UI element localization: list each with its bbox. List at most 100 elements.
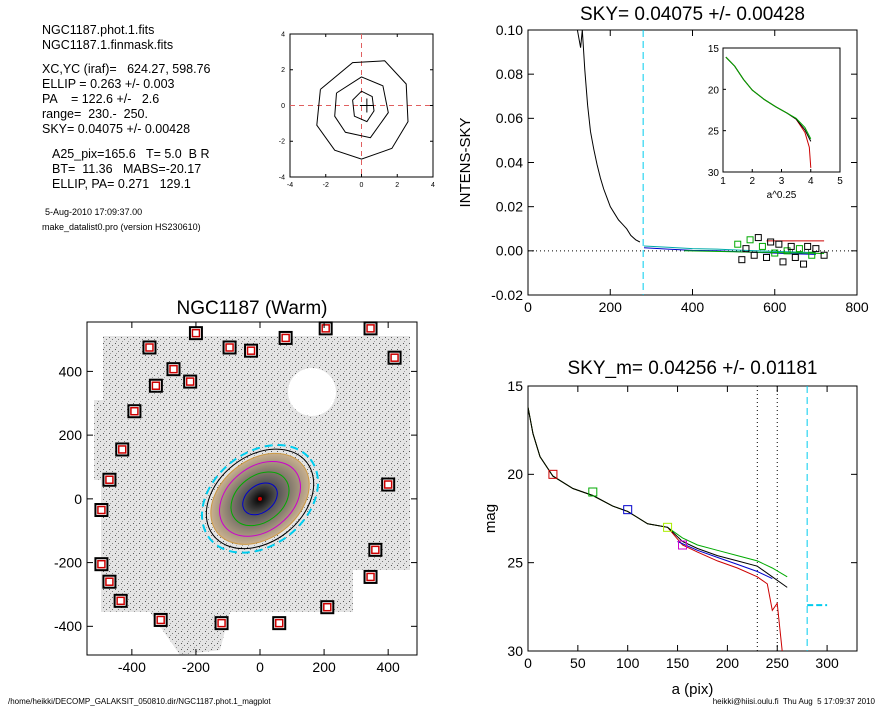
x-tick-label: 200 xyxy=(599,299,623,315)
sky-box-inner xyxy=(390,353,399,362)
mask-file-line: NGC1187.1.finmask.fits xyxy=(42,38,174,52)
profile-line xyxy=(576,30,641,243)
sky-box-inner xyxy=(130,406,139,416)
sky-line: SKY= 0.04075 +/- 0.00428 xyxy=(42,122,191,136)
y-tick-label: -4 xyxy=(279,174,285,181)
sky-sample-point xyxy=(795,245,803,253)
inset-y-tick-label: 15 xyxy=(708,44,720,55)
sky-box-inner xyxy=(97,559,106,569)
range-line: range= 230.- 250. xyxy=(42,107,148,121)
y-tick-label: 0 xyxy=(281,103,285,110)
sky-box-inner xyxy=(185,377,195,386)
y-tick-label: 25 xyxy=(507,555,523,571)
inset-xlabel: a^0.25 xyxy=(767,190,797,201)
sky-box-inner xyxy=(116,596,125,606)
bt-line: BT= 11.36 MABS=-20.17 xyxy=(52,162,202,176)
inset-x-tick-label: 3 xyxy=(779,176,785,187)
image-title: NGC1187 (Warm) xyxy=(177,298,328,319)
footer-stamp: heikki@hiisi.oulu.fi Thu Aug 5 17:09:37 … xyxy=(712,697,875,706)
y-tick-label: 30 xyxy=(507,643,523,659)
contour-level xyxy=(334,76,389,139)
sky-sample-point xyxy=(771,249,779,257)
y-tick-label: 0.10 xyxy=(496,22,523,38)
y-tick-label: 4 xyxy=(281,31,285,38)
x-tick-label: 300 xyxy=(815,655,839,671)
y-tick-label: 2 xyxy=(281,67,285,74)
sky-sample-point xyxy=(812,245,820,253)
sky-ylabel: INTENS-SKY xyxy=(457,117,474,207)
mag-marker xyxy=(663,522,673,532)
y-tick-label: 0.02 xyxy=(496,199,523,215)
x-tick-label: 400 xyxy=(681,299,705,315)
y-tick-label: -0.02 xyxy=(491,287,523,303)
y-tick-label: 15 xyxy=(507,378,523,394)
contour-level xyxy=(352,90,375,123)
y-tick-label: 0.04 xyxy=(496,154,523,170)
isophote-ellipse xyxy=(219,460,301,537)
sky-box-inner xyxy=(169,364,178,374)
a25-line: A25_pix=165.6 T= 5.0 B R xyxy=(52,147,210,161)
sky-box-inner xyxy=(321,324,330,333)
inset-x-tick-label: 5 xyxy=(837,176,843,187)
sky-box-inner xyxy=(145,343,154,352)
sky-title: SKY= 0.04075 +/- 0.00428 xyxy=(580,4,805,25)
sky-box-inner xyxy=(105,475,114,484)
inset-y-tick-label: 25 xyxy=(708,127,720,138)
x-tick-label: 800 xyxy=(845,299,869,315)
y-tick-label: 0.06 xyxy=(496,110,523,126)
contour-level xyxy=(316,60,409,160)
sky-box-inner xyxy=(366,324,375,333)
sky-box-inner xyxy=(366,572,375,582)
sky-sample-point xyxy=(783,247,791,255)
info-panel: NGC1187.phot.1.fits NGC1187.1.finmask.fi… xyxy=(0,0,280,240)
x-tick-label: 2 xyxy=(395,182,399,189)
sky-sample-point xyxy=(750,251,758,259)
galaxy-center xyxy=(258,496,263,501)
y-tick-label: -2 xyxy=(279,139,285,146)
masked-star xyxy=(288,368,336,416)
outer-profile-cyan xyxy=(643,245,816,254)
y-tick-label: 400 xyxy=(59,363,83,379)
mag-marker xyxy=(678,540,688,550)
inset-y-tick-label: 30 xyxy=(708,168,720,179)
inset-x-tick-label: 2 xyxy=(749,176,755,187)
mag-series xyxy=(677,541,773,580)
x-tick-label: 0 xyxy=(256,659,264,675)
mag-xlabel: a (pix) xyxy=(672,681,714,698)
mag-series xyxy=(528,407,788,588)
sky-sample-point xyxy=(791,253,799,261)
y-tick-label: 20 xyxy=(507,466,523,482)
sky-sample-point xyxy=(800,260,808,268)
x-tick-label: 150 xyxy=(666,655,690,671)
x-tick-label: 200 xyxy=(716,655,740,671)
sky-box-inner xyxy=(323,602,332,612)
x-tick-label: -2 xyxy=(323,182,329,189)
x-tick-label: -400 xyxy=(118,659,146,675)
mag-marker xyxy=(548,469,558,479)
x-tick-label: 0 xyxy=(524,655,532,671)
y-tick-label: -400 xyxy=(54,618,82,634)
inset-green-series xyxy=(725,56,812,140)
sky-box-inner xyxy=(281,333,290,343)
x-tick-label: 250 xyxy=(766,655,790,671)
inset-y-tick-label: 20 xyxy=(708,85,720,96)
program-line: make_datalist0.pro (version HS230610) xyxy=(42,222,201,232)
sky-sample-point xyxy=(754,234,762,242)
sky-box-inner xyxy=(117,445,127,454)
y-tick-label: 200 xyxy=(59,427,83,443)
sky-box-inner xyxy=(217,618,226,628)
file-name-line: NGC1187.phot.1.fits xyxy=(42,23,155,37)
y-tick-label: -200 xyxy=(54,554,82,570)
inset-x-tick-label: 4 xyxy=(808,176,814,187)
date-line: 5-Aug-2010 17:09:37.00 xyxy=(45,207,143,217)
y-tick-label: 0 xyxy=(74,491,82,507)
isophote-ellipse xyxy=(242,482,278,516)
sky-sample-point xyxy=(779,258,787,266)
sky-sample-point xyxy=(746,236,754,244)
sky-sample-point xyxy=(734,240,742,248)
mag-marker xyxy=(623,505,633,515)
x-tick-label: -200 xyxy=(182,659,210,675)
ellip-pa-line: ELLIP, PA= 0.271 129.1 xyxy=(52,177,191,191)
y-tick-label: 0.00 xyxy=(496,243,523,259)
